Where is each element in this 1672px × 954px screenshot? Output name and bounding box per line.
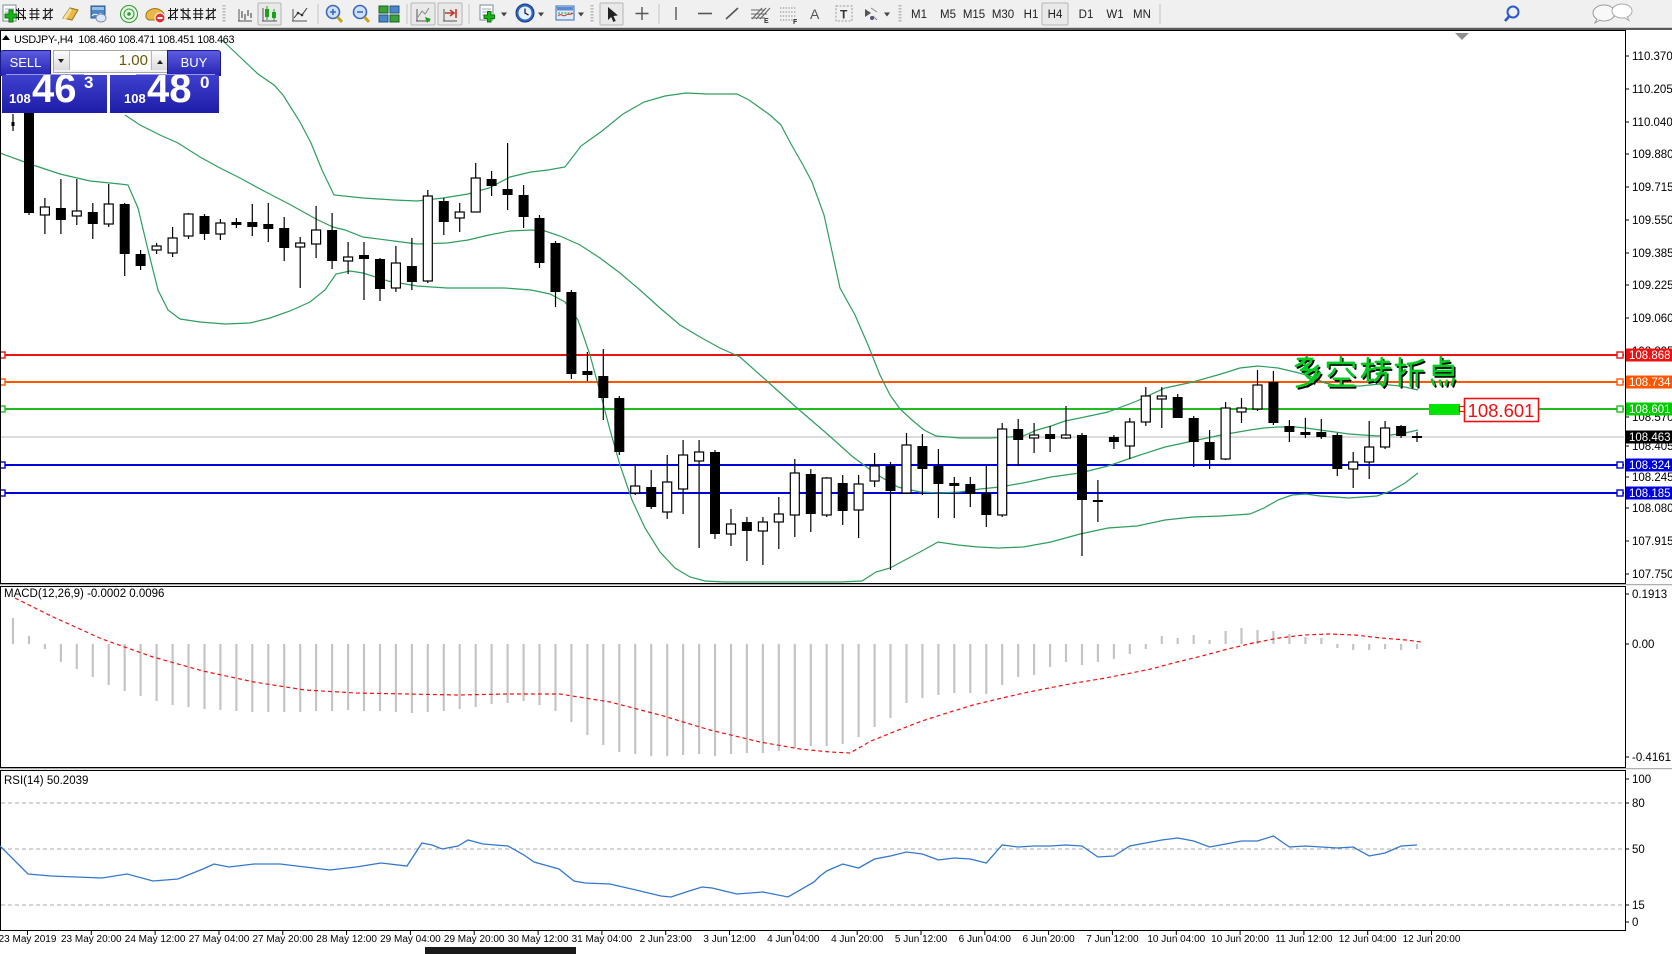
svg-text:107.915: 107.915	[1632, 536, 1672, 548]
svg-text:109.385: 109.385	[1632, 248, 1672, 260]
svg-text:110.040: 110.040	[1632, 117, 1672, 129]
svg-text:4 Jun 20:00: 4 Jun 20:00	[831, 934, 884, 945]
svg-text:4 Jun 04:00: 4 Jun 04:00	[767, 934, 820, 945]
svg-text:108.245: 108.245	[1632, 472, 1672, 484]
svg-text:6 Jun 04:00: 6 Jun 04:00	[959, 934, 1012, 945]
svg-text:108.405: 108.405	[1632, 441, 1672, 453]
svg-text:108.185: 108.185	[1629, 488, 1671, 500]
svg-text:M30: M30	[992, 9, 1014, 21]
svg-text:109.880: 109.880	[1632, 149, 1672, 161]
svg-text:A: A	[810, 6, 820, 22]
svg-text:110.205: 110.205	[1632, 84, 1672, 96]
svg-text:107.750: 107.750	[1632, 569, 1672, 581]
svg-text:109.550: 109.550	[1632, 215, 1672, 227]
svg-text:0.1913: 0.1913	[1632, 589, 1667, 601]
svg-text:80: 80	[1632, 798, 1645, 810]
svg-text:23 May 2019: 23 May 2019	[0, 934, 57, 945]
svg-text:11 Jun 12:00: 11 Jun 12:00	[1275, 934, 1333, 945]
svg-text:D1: D1	[1079, 9, 1094, 21]
svg-text:F: F	[793, 19, 798, 26]
svg-text:H1: H1	[1024, 9, 1039, 21]
svg-text:108.601: 108.601	[1468, 400, 1535, 421]
svg-text:108.324: 108.324	[1629, 460, 1671, 472]
svg-text:31 May 04:00: 31 May 04:00	[572, 934, 633, 945]
svg-text:-0.4161: -0.4161	[1632, 752, 1671, 764]
svg-text:110.370: 110.370	[1632, 51, 1672, 63]
svg-text:M5: M5	[940, 9, 956, 21]
svg-text:27 May 04:00: 27 May 04:00	[189, 934, 250, 945]
svg-text:100: 100	[1632, 774, 1651, 786]
svg-text:108.868: 108.868	[1629, 350, 1671, 362]
svg-text:MACD(12,26,9) -0.0002 0.0096: MACD(12,26,9) -0.0002 0.0096	[4, 588, 164, 600]
svg-text:29 May 20:00: 29 May 20:00	[444, 934, 505, 945]
svg-text:W1: W1	[1106, 9, 1123, 21]
svg-text:24 May 12:00: 24 May 12:00	[125, 934, 186, 945]
svg-text:27 May 20:00: 27 May 20:00	[252, 934, 313, 945]
svg-text:10 Jun 04:00: 10 Jun 04:00	[1147, 934, 1205, 945]
svg-text:6 Jun 20:00: 6 Jun 20:00	[1022, 934, 1075, 945]
svg-text:0.00: 0.00	[1632, 639, 1654, 651]
svg-text:108.734: 108.734	[1629, 377, 1671, 389]
svg-text:7 Jun 12:00: 7 Jun 12:00	[1086, 934, 1139, 945]
svg-text:10 Jun 20:00: 10 Jun 20:00	[1211, 934, 1269, 945]
svg-text:23 May 20:00: 23 May 20:00	[61, 934, 122, 945]
svg-text:29 May 04:00: 29 May 04:00	[380, 934, 441, 945]
svg-text:12 Jun 04:00: 12 Jun 04:00	[1339, 934, 1397, 945]
svg-text:USDJPY-,H4 108.460 108.471 10: USDJPY-,H4 108.460 108.471 108.451 108.4…	[14, 34, 235, 46]
svg-text:3 Jun 12:00: 3 Jun 12:00	[703, 934, 756, 945]
svg-text:108.601: 108.601	[1629, 404, 1671, 416]
svg-text:109.225: 109.225	[1632, 280, 1672, 292]
svg-text:E: E	[764, 18, 769, 25]
svg-text:5 Jun 12:00: 5 Jun 12:00	[895, 934, 948, 945]
svg-text:28 May 12:00: 28 May 12:00	[316, 934, 377, 945]
svg-text:H4: H4	[1048, 9, 1063, 21]
svg-text:M15: M15	[963, 9, 985, 21]
svg-text:109.715: 109.715	[1632, 182, 1672, 194]
svg-text:109.060: 109.060	[1632, 313, 1672, 325]
svg-text:M1: M1	[911, 9, 927, 21]
svg-text:108.080: 108.080	[1632, 503, 1672, 515]
svg-text:12 Jun 20:00: 12 Jun 20:00	[1403, 934, 1461, 945]
svg-text:30 May 12:00: 30 May 12:00	[508, 934, 569, 945]
svg-text:108.463: 108.463	[1629, 432, 1671, 444]
svg-text:0: 0	[1632, 917, 1638, 929]
svg-text:T: T	[840, 8, 848, 22]
svg-text:MN: MN	[1133, 9, 1151, 21]
svg-text:RSI(14) 50.2039: RSI(14) 50.2039	[4, 775, 88, 787]
svg-text:50: 50	[1632, 844, 1645, 856]
svg-text:2 Jun 23:00: 2 Jun 23:00	[640, 934, 693, 945]
svg-text:15: 15	[1632, 900, 1645, 912]
